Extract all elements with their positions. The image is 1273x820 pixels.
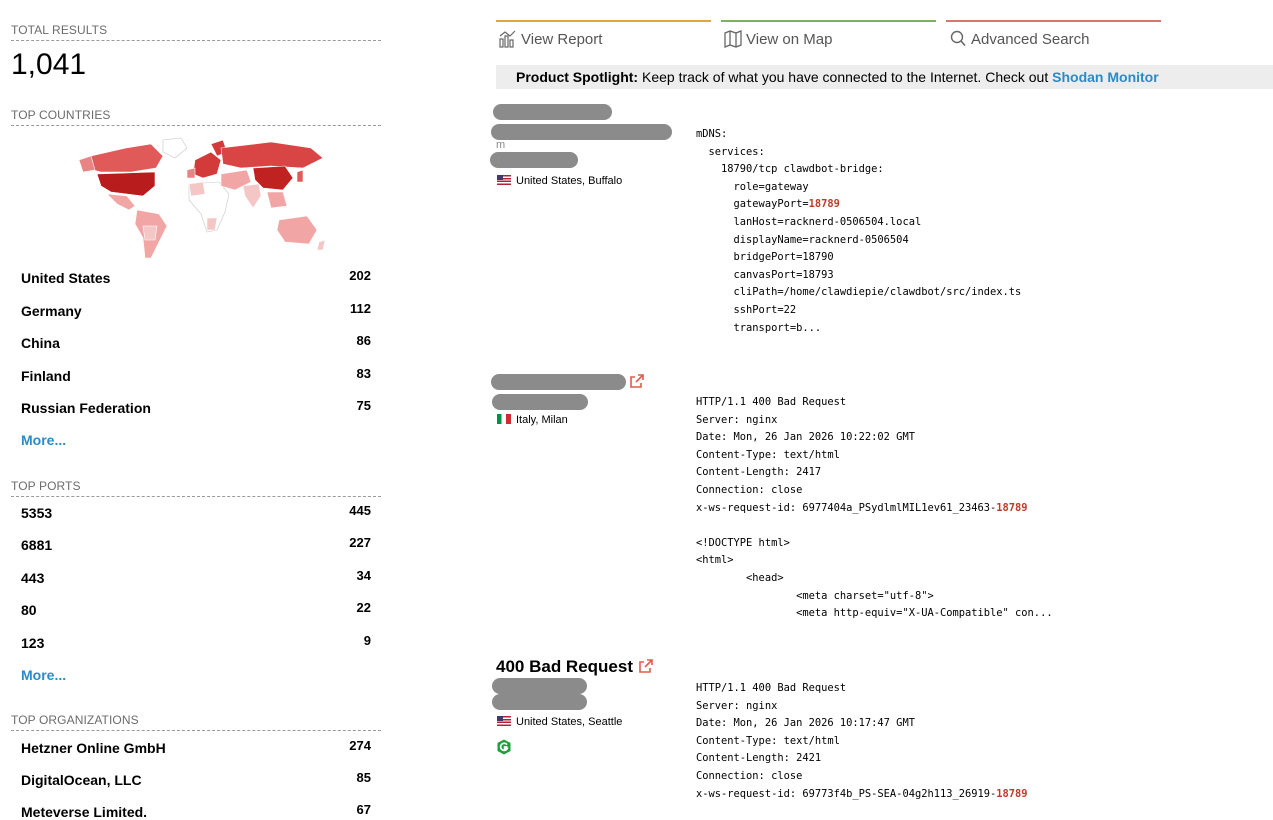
- port-row[interactable]: 5353 445: [21, 503, 371, 525]
- redacted-hostname[interactable]: [491, 124, 672, 140]
- facet-name[interactable]: 80: [21, 602, 37, 618]
- redacted-ip[interactable]: [491, 374, 626, 390]
- top-countries-title: TOP COUNTRIES: [11, 108, 381, 126]
- port-row[interactable]: 123 9: [21, 633, 371, 655]
- service-banner: HTTP/1.1 400 Bad Request Server: nginx D…: [696, 680, 1028, 803]
- view-report-label: View Report: [521, 31, 603, 48]
- redacted-organization[interactable]: [492, 694, 587, 710]
- facet-name[interactable]: China: [21, 335, 60, 351]
- facet-name[interactable]: 5353: [21, 505, 53, 521]
- shodan-monitor-link[interactable]: Shodan Monitor: [1052, 69, 1159, 85]
- spotlight-label: Product Spotlight:: [516, 69, 639, 85]
- facet-count: 274: [349, 738, 371, 753]
- advanced-search-button[interactable]: Advanced Search: [946, 20, 1161, 50]
- facet-name[interactable]: DigitalOcean, LLC: [21, 772, 142, 788]
- country-row[interactable]: Finland 83: [21, 366, 371, 388]
- redacted-ip: [493, 104, 612, 120]
- top-organizations-title: TOP ORGANIZATIONS: [11, 713, 381, 731]
- highlighted-port: 18789: [996, 501, 1028, 514]
- banner-head: HTTP/1.1 400 Bad Request Server: nginx D…: [696, 396, 997, 514]
- advanced-search-label: Advanced Search: [971, 31, 1090, 48]
- facet-count: 445: [349, 503, 371, 518]
- location-text: United States, Buffalo: [516, 175, 623, 187]
- facet-count: 86: [356, 333, 371, 348]
- redacted-organization[interactable]: [490, 152, 578, 168]
- location-text: United States, Seattle: [516, 716, 623, 728]
- map-icon: [724, 30, 742, 48]
- banner-rest: <!DOCTYPE html> <html> <head> <meta char…: [696, 536, 1053, 620]
- facet-count: 227: [349, 535, 371, 550]
- result-title[interactable]: 400 Bad Request: [496, 657, 633, 676]
- hostname-suffix: m: [496, 139, 506, 151]
- facet-name[interactable]: United States: [21, 270, 111, 286]
- location-text: Italy, Milan: [516, 414, 568, 426]
- green-tag-icon[interactable]: [496, 739, 512, 755]
- facet-count: 83: [356, 366, 371, 381]
- bar-chart-icon: [499, 30, 516, 48]
- view-report-button[interactable]: View Report: [496, 20, 711, 50]
- view-on-map-button[interactable]: View on Map: [721, 20, 936, 50]
- service-banner: HTTP/1.1 400 Bad Request Server: nginx D…: [696, 394, 1053, 623]
- top-ports-title: TOP PORTS: [11, 479, 381, 497]
- organization-row[interactable]: Meteverse Limited. 67: [21, 802, 371, 820]
- facet-name[interactable]: Hetzner Online GmbH: [21, 740, 166, 756]
- facet-name[interactable]: Russian Federation: [21, 400, 151, 416]
- total-results-value: 1,041: [11, 48, 87, 81]
- country-row[interactable]: China 86: [21, 333, 371, 355]
- facet-name[interactable]: Finland: [21, 368, 71, 384]
- spotlight-text: Keep track of what you have connected to…: [638, 69, 1053, 85]
- highlighted-port: 18789: [996, 787, 1028, 800]
- highlighted-port: 18789: [808, 198, 840, 211]
- redacted-ip[interactable]: [492, 678, 587, 694]
- banner-rest: lanHost=racknerd-0506504.local displayNa…: [733, 215, 1022, 334]
- banner-line: mDNS:: [696, 128, 728, 140]
- facet-name[interactable]: Meteverse Limited.: [21, 804, 148, 820]
- facet-name[interactable]: 6881: [21, 537, 53, 553]
- country-row[interactable]: Germany 112: [21, 301, 371, 323]
- redacted-organization[interactable]: [492, 394, 588, 410]
- facet-count: 9: [363, 633, 371, 648]
- facet-count: 67: [356, 802, 371, 817]
- facet-count: 85: [356, 770, 371, 785]
- facet-name[interactable]: Germany: [21, 303, 82, 319]
- banner-line: services:: [696, 145, 765, 158]
- country-row[interactable]: Russian Federation 75: [21, 398, 371, 420]
- result-location: United States, Seattle: [497, 716, 622, 728]
- external-link-icon[interactable]: [629, 373, 645, 389]
- us-flag-icon: [497, 716, 511, 726]
- organization-row[interactable]: Hetzner Online GmbH 274: [21, 738, 371, 760]
- service-banner: mDNS: services: 18790/tcp clawdbot-bridg…: [696, 126, 1021, 337]
- italy-flag-icon: [497, 414, 511, 424]
- external-link-icon[interactable]: [638, 658, 654, 674]
- result-location: Italy, Milan: [497, 414, 568, 426]
- facet-count: 75: [356, 398, 371, 413]
- facet-count: 202: [349, 268, 371, 283]
- us-flag-icon: [497, 175, 511, 185]
- banner-line: gatewayPort=: [696, 198, 809, 211]
- total-results-label: TOTAL RESULTS: [11, 23, 381, 41]
- country-row[interactable]: United States 202: [21, 268, 371, 290]
- port-row[interactable]: 443 34: [21, 568, 371, 590]
- organization-row[interactable]: DigitalOcean, LLC 85: [21, 770, 371, 792]
- port-row[interactable]: 6881 227: [21, 535, 371, 557]
- banner-line: 18790/tcp clawdbot-bridge:: [696, 163, 884, 176]
- banner-line: role=gateway: [696, 180, 809, 193]
- result-location: United States, Buffalo: [497, 175, 622, 187]
- facet-name[interactable]: 123: [21, 635, 45, 651]
- product-spotlight-banner: Product Spotlight: Keep track of what yo…: [496, 65, 1273, 89]
- banner-head: HTTP/1.1 400 Bad Request Server: nginx D…: [696, 682, 997, 800]
- port-row[interactable]: 80 22: [21, 600, 371, 622]
- facet-name[interactable]: 443: [21, 570, 45, 586]
- facet-count: 112: [350, 301, 371, 316]
- countries-more-link[interactable]: More...: [21, 432, 67, 448]
- facet-count: 22: [356, 600, 371, 615]
- world-map[interactable]: [71, 134, 333, 262]
- view-on-map-label: View on Map: [746, 31, 833, 48]
- facet-count: 34: [356, 568, 371, 583]
- ports-more-link[interactable]: More...: [21, 667, 67, 683]
- search-icon: [950, 30, 966, 47]
